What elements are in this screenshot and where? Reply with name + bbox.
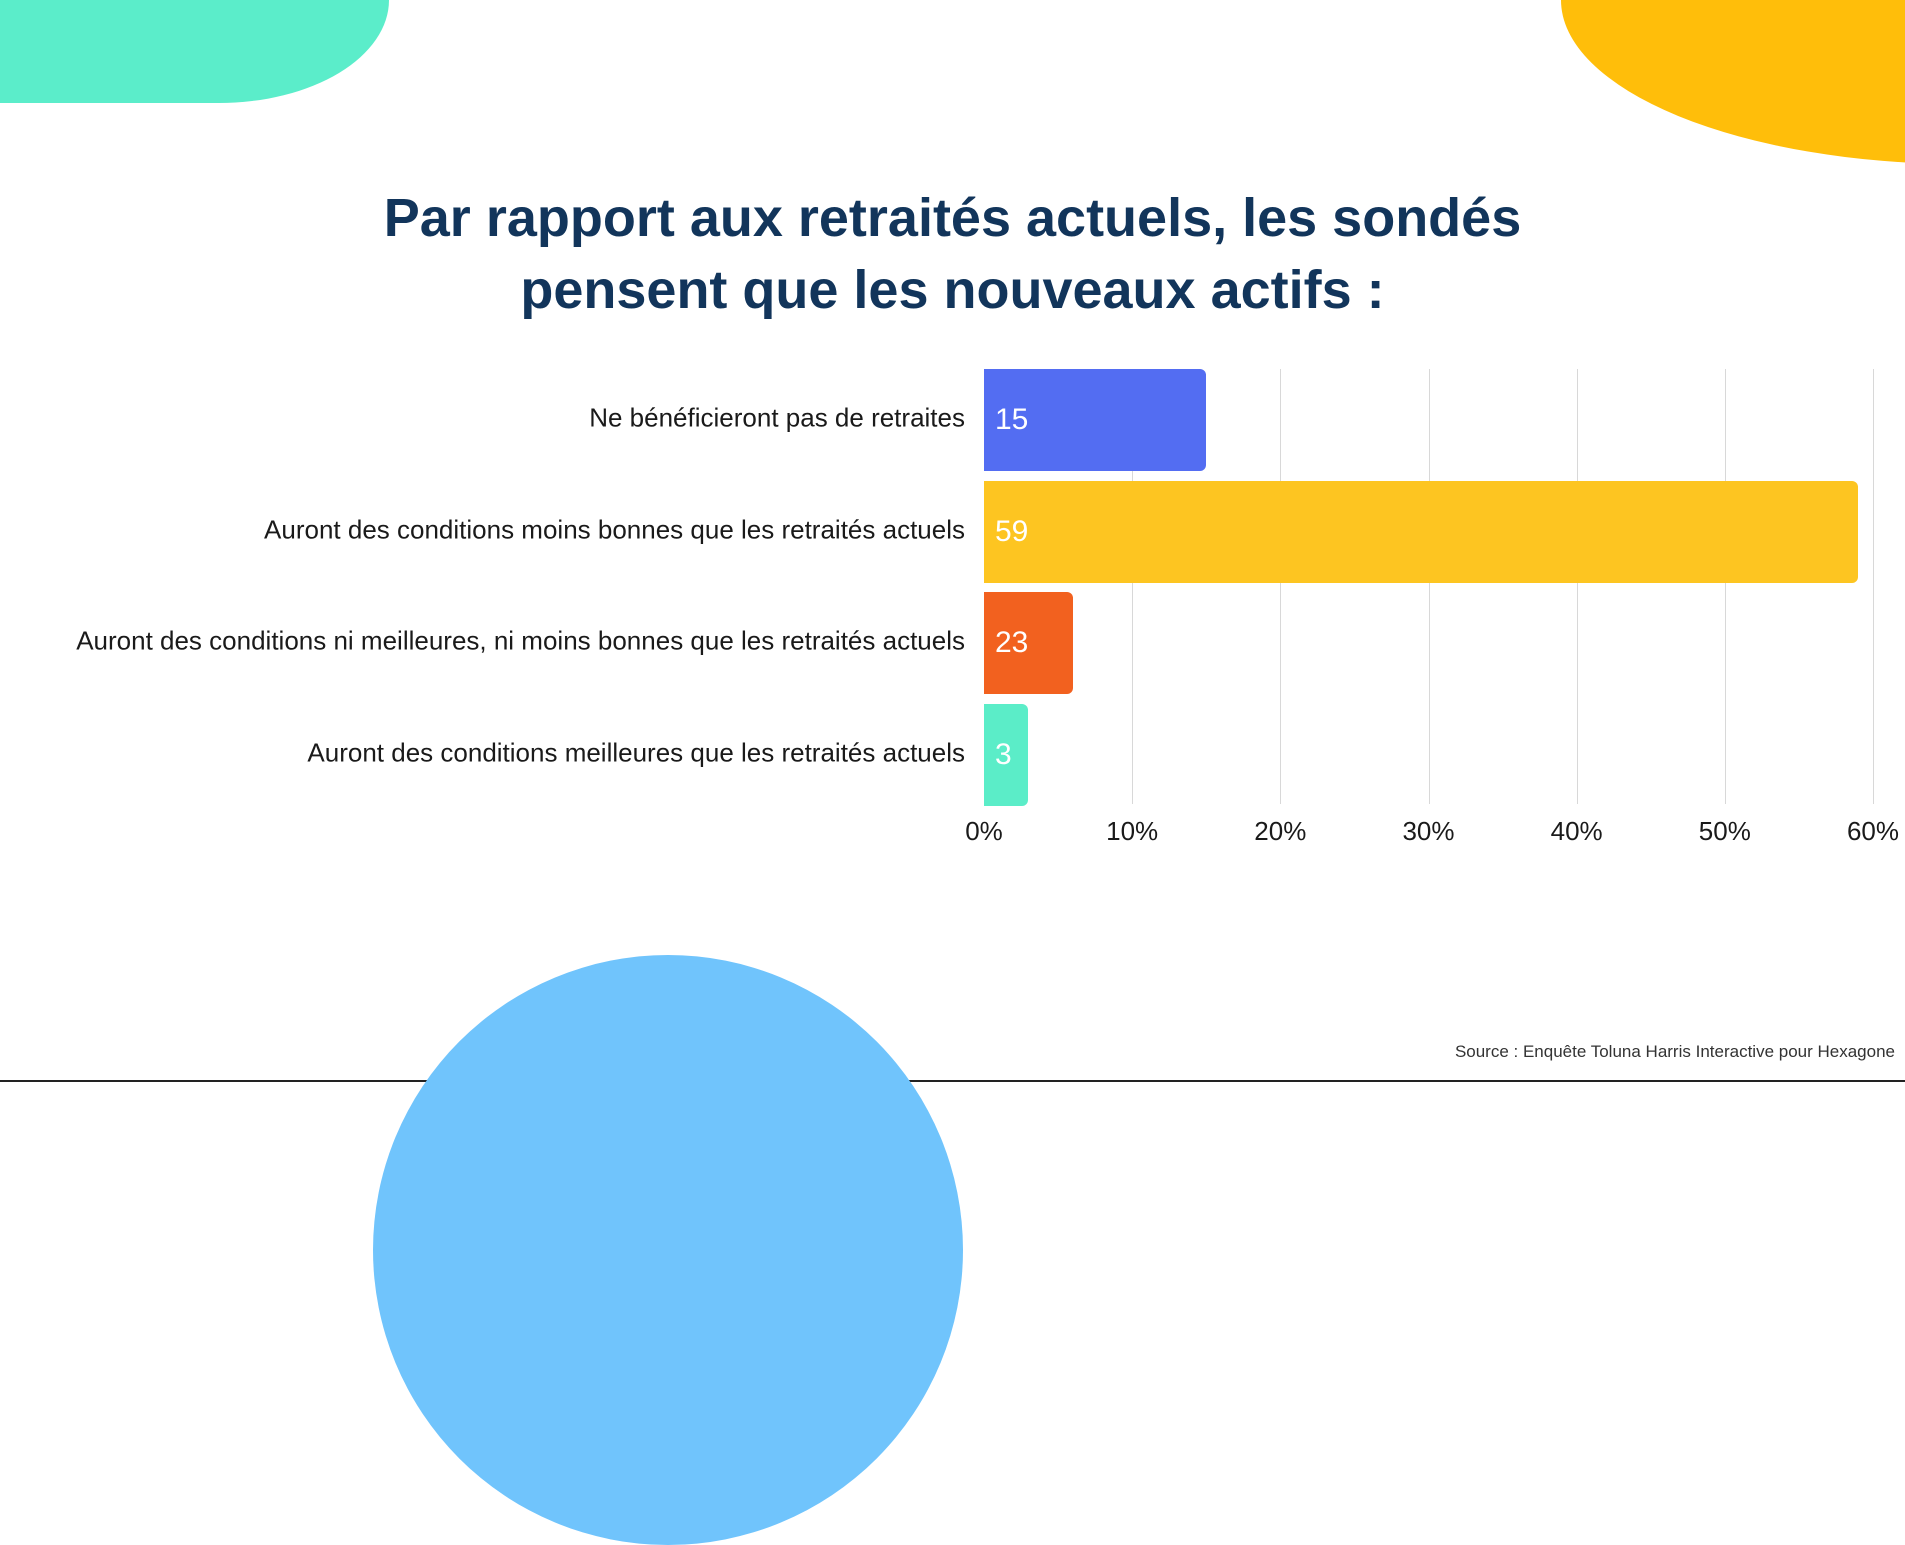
gridline: [1132, 369, 1134, 804]
bar: [984, 369, 1207, 471]
data-label: 23: [995, 626, 1029, 659]
category-label: Ne bénéficieront pas de retraites: [589, 402, 965, 433]
x-tick-label: 50%: [1698, 816, 1751, 846]
source-note: Source : Enquête Toluna Harris Interacti…: [1454, 1042, 1895, 1061]
title-line-2: pensent que les nouveaux actifs :: [520, 260, 1385, 320]
x-tick-label: 60%: [1846, 816, 1900, 846]
gridline: [1280, 369, 1282, 804]
category-label: Auront des conditions ni meilleures, ni …: [76, 625, 965, 656]
category-label: Auront des conditions moins bonnes que l…: [264, 514, 965, 544]
x-tick-label: 0%: [965, 816, 1003, 846]
title-line-1: Par rapport aux retraités actuels, les s…: [383, 188, 1522, 248]
bar-chart: 0% 10% 20% 30% 40% 50% 60% Ne bénéficieront pas…: [76, 369, 1900, 846]
bar: [984, 592, 1073, 694]
data-label: 59: [995, 514, 1029, 548]
bar: [984, 703, 1029, 806]
gridline: [1576, 369, 1578, 804]
category-label: Auront des conditions meilleures que les…: [307, 737, 965, 767]
chart-title: Par rapport aux retraités actuels, les s…: [0, 182, 1905, 326]
bar: [984, 480, 1859, 583]
x-tick-label: 10%: [1106, 816, 1159, 846]
data-label: 3: [995, 737, 1012, 771]
gridline: [1724, 369, 1726, 804]
gridline: [1428, 369, 1430, 804]
x-tick-label: 20%: [1254, 816, 1307, 846]
gridline: [1873, 369, 1874, 804]
x-tick-label: 40%: [1550, 816, 1603, 846]
data-label: 15: [995, 403, 1029, 436]
x-tick-label: 30%: [1402, 816, 1455, 846]
